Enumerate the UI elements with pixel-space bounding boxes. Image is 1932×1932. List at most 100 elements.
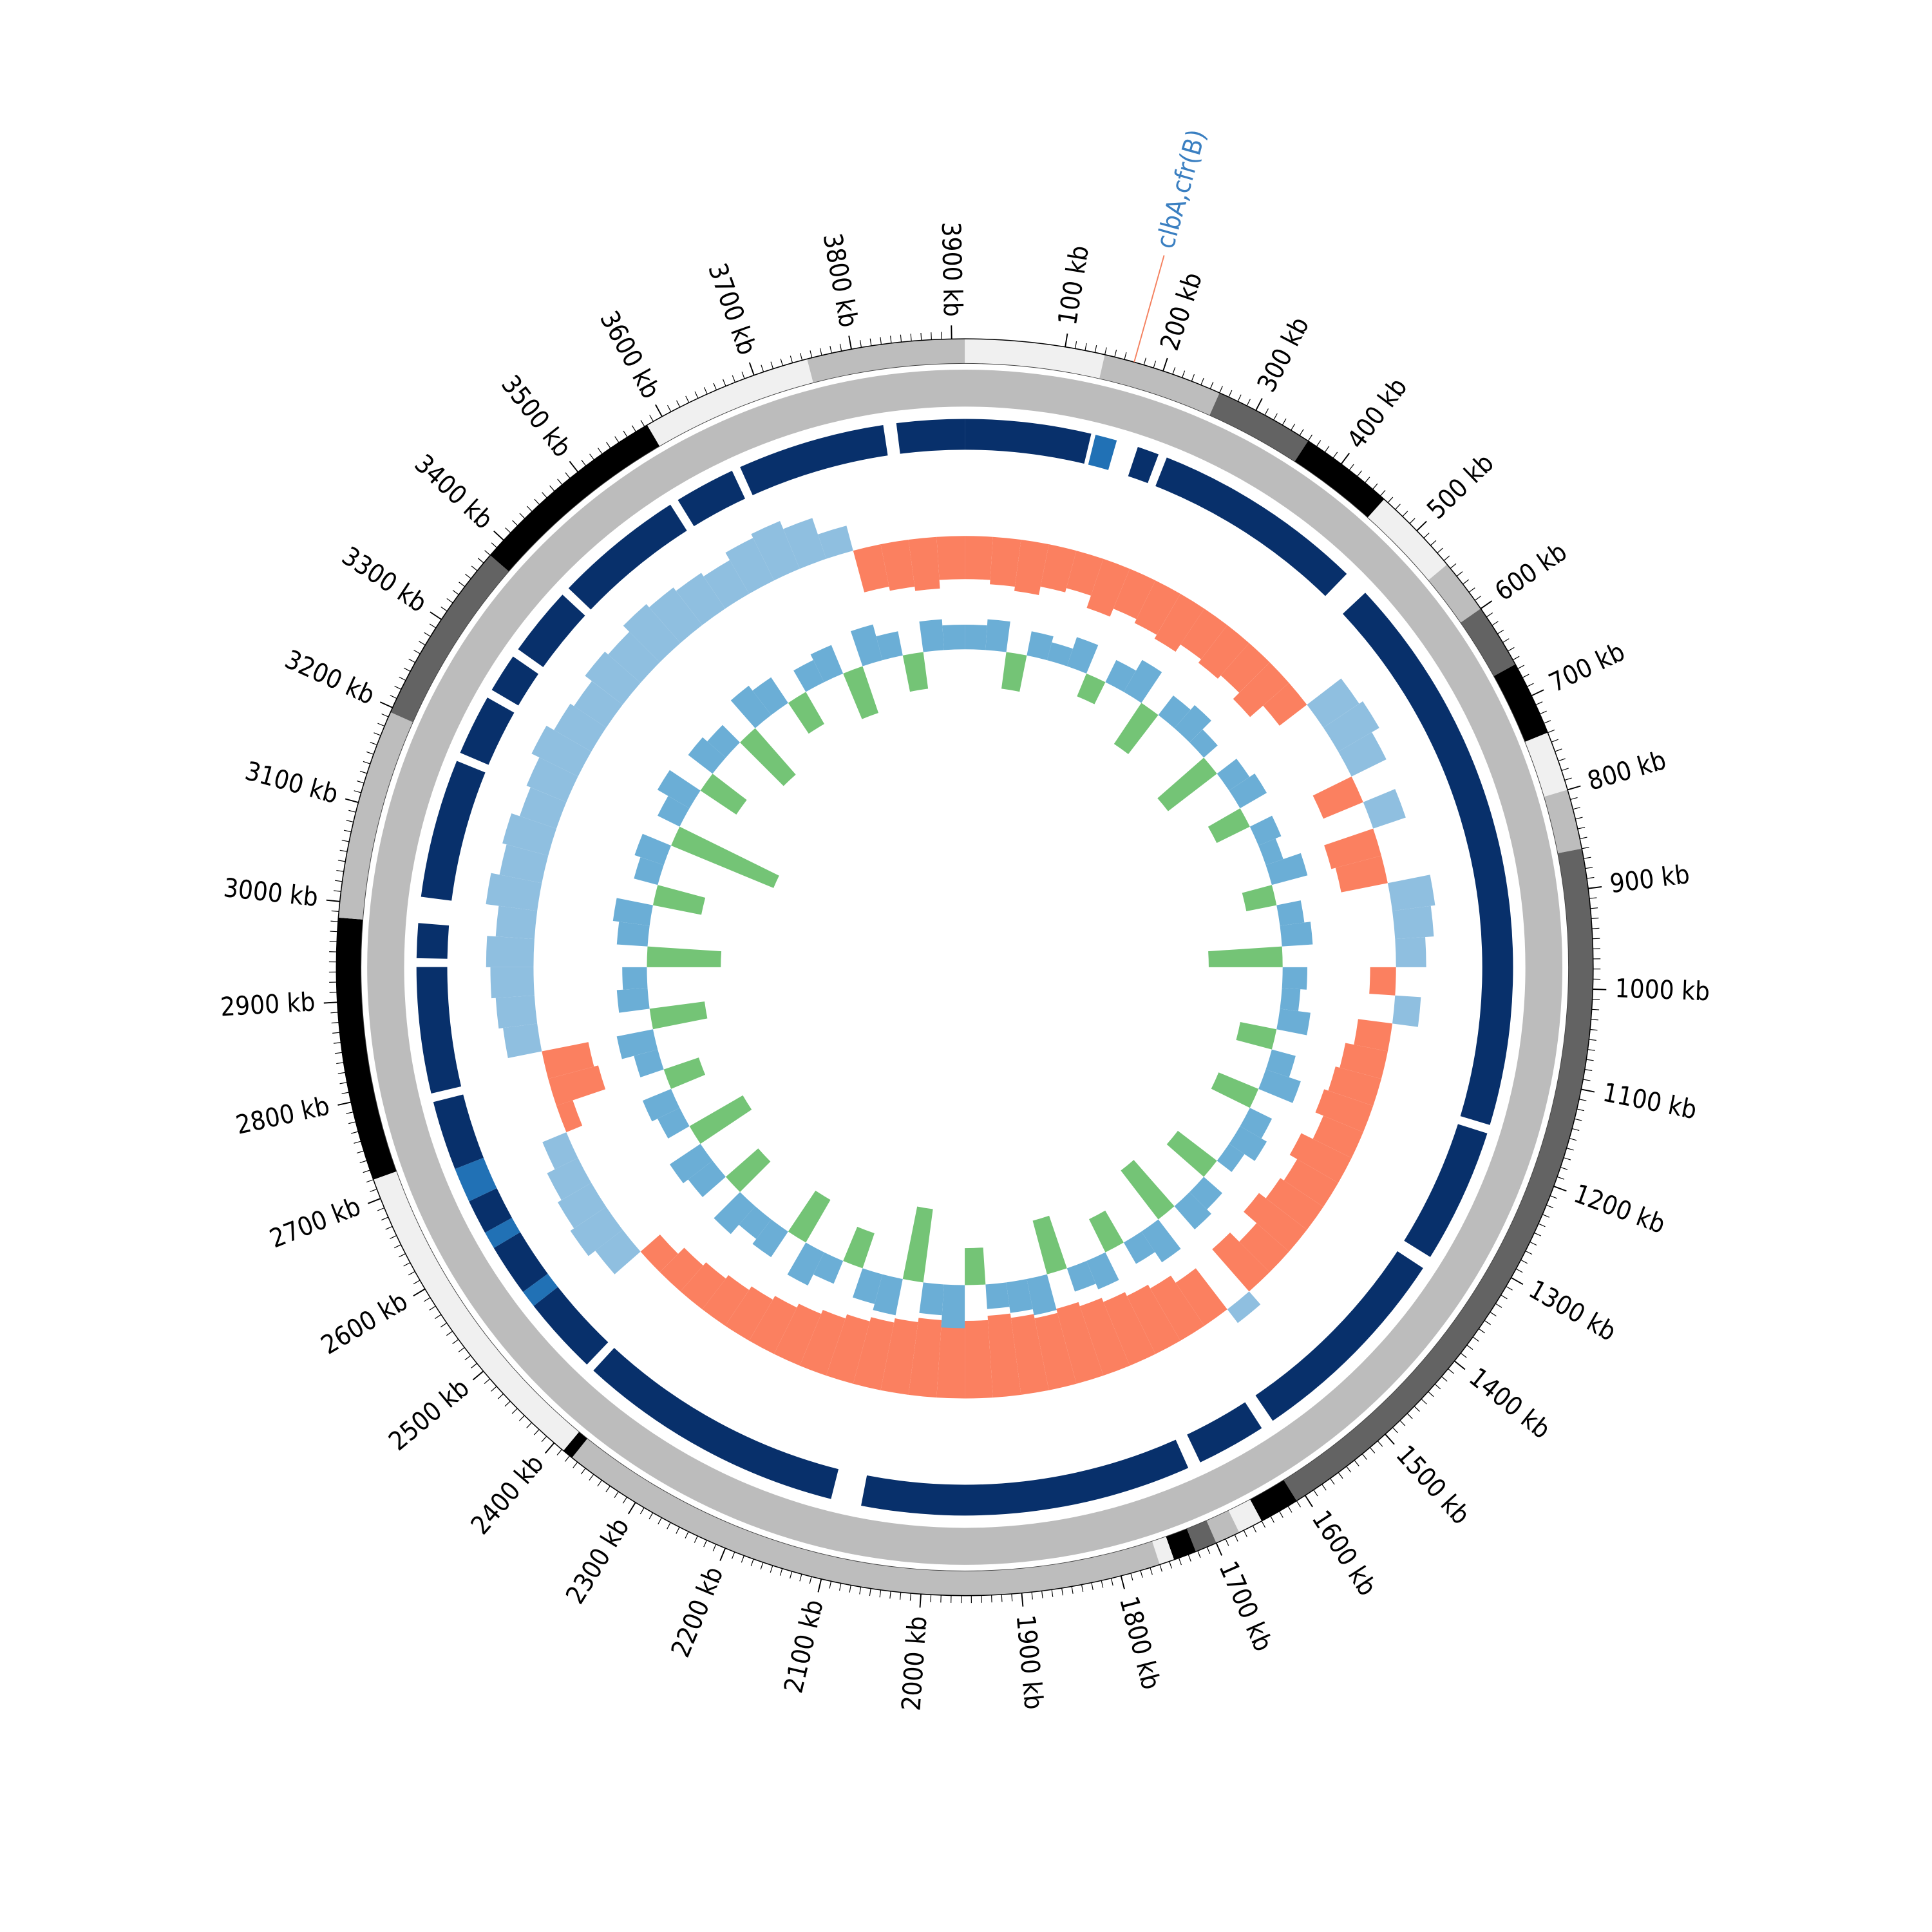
- tick-label: 200 kb: [1155, 269, 1208, 354]
- minor-tick: [1379, 489, 1386, 497]
- minor-tick: [1261, 1520, 1266, 1528]
- tick-label: 3400 kb: [409, 449, 498, 535]
- minor-tick: [1140, 1570, 1143, 1578]
- minor-tick: [667, 404, 672, 412]
- tick-label: 3700 kb: [702, 260, 762, 359]
- tick-label: 1500 kb: [1390, 1440, 1475, 1530]
- tick: [367, 1198, 381, 1204]
- minor-tick: [413, 1280, 421, 1285]
- track-bar: [1180, 609, 1227, 659]
- tick-label: 600 kb: [1490, 537, 1572, 607]
- minor-tick: [399, 676, 406, 681]
- track-bar: [880, 1318, 918, 1395]
- block: [1187, 1402, 1262, 1463]
- track-bar: [936, 1324, 965, 1399]
- block: [493, 1232, 548, 1293]
- track-bar: [725, 1286, 773, 1341]
- minor-tick: [1307, 434, 1312, 441]
- track-bar: [817, 526, 853, 559]
- tick: [1340, 453, 1350, 465]
- minor-tick: [366, 1179, 374, 1183]
- track-bar: [1395, 937, 1426, 967]
- track-bar: [725, 538, 774, 594]
- minor-tick: [497, 1393, 504, 1399]
- track-bar: [1001, 652, 1027, 692]
- track-bar: [1174, 1191, 1211, 1229]
- minor-tick: [1101, 1580, 1104, 1588]
- minor-tick: [1443, 555, 1450, 561]
- minor-tick: [1051, 1589, 1054, 1597]
- minor-tick: [1313, 1490, 1318, 1497]
- track-bar: [649, 1001, 708, 1030]
- minor-tick: [694, 391, 699, 399]
- minor-tick: [605, 1486, 611, 1493]
- track-bar: [612, 898, 653, 926]
- minor-tick: [829, 1581, 832, 1589]
- tick-label: 1300 kb: [1524, 1274, 1621, 1347]
- minor-tick: [1571, 1128, 1580, 1132]
- minor-tick: [606, 442, 611, 449]
- minor-tick: [1534, 1232, 1542, 1236]
- minor-tick: [1492, 621, 1499, 626]
- minor-tick: [1169, 1561, 1173, 1569]
- track-bar: [585, 651, 641, 705]
- track-bar: [1006, 1279, 1033, 1313]
- track-bar: [623, 604, 681, 663]
- track-bar: [752, 1219, 788, 1258]
- minor-tick: [1402, 511, 1408, 517]
- minor-tick: [484, 1378, 491, 1384]
- minor-tick: [330, 920, 338, 922]
- minor-tick: [377, 723, 385, 727]
- minor-tick: [526, 506, 533, 512]
- tick: [326, 899, 340, 902]
- minor-tick: [1535, 701, 1543, 706]
- minor-tick: [374, 732, 381, 736]
- track-bar: [1324, 828, 1381, 869]
- minor-tick: [1591, 1009, 1600, 1010]
- tick-label: 2500 kb: [383, 1373, 475, 1457]
- minor-tick: [1252, 1525, 1257, 1533]
- minor-tick: [346, 820, 354, 822]
- minor-tick: [348, 1121, 356, 1124]
- track-bar: [1079, 1298, 1130, 1376]
- track-bar: [853, 1317, 895, 1390]
- contig: [563, 1432, 588, 1458]
- minor-tick: [1448, 1368, 1454, 1374]
- minor-tick: [1172, 367, 1176, 375]
- minor-tick: [366, 751, 374, 755]
- minor-tick: [770, 361, 774, 369]
- minor-tick: [1387, 497, 1394, 503]
- track-bar: [707, 724, 741, 758]
- minor-tick: [1414, 1406, 1420, 1412]
- tick-label: 1400 kb: [1463, 1362, 1556, 1444]
- track-bar: [1212, 1232, 1270, 1292]
- contig: [647, 359, 813, 446]
- minor-tick: [354, 1141, 361, 1144]
- block: [416, 923, 450, 959]
- track-bar: [749, 1296, 797, 1354]
- tick-label: 1600 kb: [1306, 1506, 1382, 1602]
- tick: [1162, 357, 1168, 372]
- minor-tick: [408, 1271, 415, 1276]
- minor-tick: [403, 667, 411, 672]
- tick-label: 3600 kb: [594, 307, 665, 404]
- minor-tick: [1282, 418, 1287, 426]
- minor-tick: [640, 420, 645, 427]
- minor-tick: [1566, 1148, 1574, 1151]
- contig: [1206, 1510, 1240, 1544]
- minor-tick: [573, 1462, 578, 1468]
- track-bar: [799, 1309, 846, 1376]
- minor-tick: [390, 1235, 397, 1239]
- minor-tick: [1349, 464, 1354, 471]
- block: [421, 761, 486, 901]
- minor-tick: [909, 1593, 911, 1601]
- track-bar: [1265, 853, 1308, 886]
- minor-tick: [1361, 1454, 1368, 1460]
- minor-tick: [1591, 917, 1599, 919]
- track-bar: [1027, 631, 1054, 661]
- block: [965, 419, 1092, 464]
- minor-tick: [336, 1062, 344, 1065]
- minor-tick: [1539, 710, 1547, 715]
- block: [593, 1348, 839, 1499]
